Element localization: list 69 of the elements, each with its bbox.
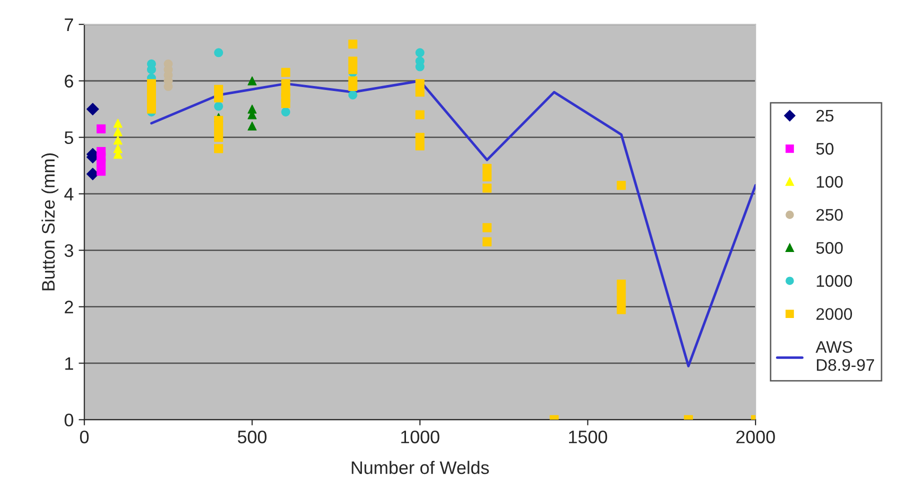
x-tick-label: 1000 [401, 430, 440, 444]
legend-label: 500 [816, 242, 843, 254]
y-tick-label: 5 [64, 131, 74, 144]
point [146, 79, 156, 88]
point [415, 79, 424, 88]
point [113, 136, 122, 145]
legend-label: 250 [816, 208, 843, 221]
x-tick-label: 1500 [569, 430, 608, 444]
point [616, 288, 626, 298]
point [616, 296, 626, 306]
x-tick-label: 500 [238, 430, 267, 444]
line-series [150, 80, 756, 368]
legend-label: 50 [816, 142, 834, 155]
point [248, 76, 257, 86]
point [248, 122, 257, 131]
point [415, 141, 424, 150]
point [482, 172, 492, 182]
legend-label: 100 [816, 176, 843, 188]
point [616, 280, 626, 289]
point [348, 56, 358, 66]
point [281, 79, 290, 88]
y-tick-label: 4 [64, 188, 74, 200]
point [214, 116, 224, 125]
point [86, 168, 99, 180]
x-tick-label: 0 [80, 430, 89, 444]
legend-label: 2000 [816, 308, 852, 320]
point [96, 166, 106, 176]
point [214, 144, 224, 154]
point [214, 132, 224, 142]
legend-label: AWS D8.9-97 [816, 341, 874, 371]
point [214, 84, 224, 94]
point [415, 110, 424, 120]
x-tick-label: 2000 [736, 430, 775, 444]
y-tick-label: 1 [65, 357, 74, 370]
legend-label: 25 [816, 110, 834, 122]
point [482, 237, 492, 246]
point [482, 164, 492, 173]
point [415, 88, 424, 97]
y-tick-label: 0 [64, 414, 74, 426]
point [348, 82, 358, 92]
point [214, 102, 224, 111]
y-axis-title: Button Size (mm) [42, 153, 58, 290]
point [482, 184, 492, 193]
point [96, 124, 106, 134]
y-tick-label: 3 [64, 244, 74, 257]
point [214, 48, 224, 58]
y-tick-label: 2 [64, 300, 74, 314]
point [415, 48, 424, 58]
point [214, 93, 224, 102]
point [616, 180, 626, 190]
point [348, 90, 358, 100]
point [96, 158, 106, 168]
point [348, 40, 358, 49]
point [113, 118, 122, 128]
legend-label: 1000 [816, 275, 852, 287]
point [86, 102, 99, 116]
y-tick-label: 7 [64, 18, 74, 31]
x-axis-title: Number of Welds [352, 460, 489, 474]
point [482, 223, 492, 232]
point [281, 68, 290, 77]
point [616, 305, 626, 314]
point [415, 132, 424, 142]
point [281, 98, 290, 108]
point [348, 65, 358, 74]
point [281, 107, 290, 116]
point [146, 104, 156, 114]
point [113, 127, 122, 136]
point [214, 124, 224, 134]
y-tick-label: 6 [64, 74, 74, 88]
